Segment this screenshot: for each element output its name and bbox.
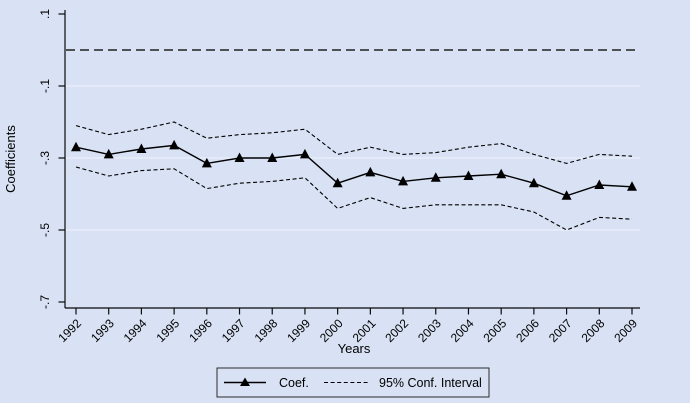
x-axis-title: Years [338, 341, 371, 356]
triangle-marker [594, 179, 605, 189]
triangle-marker [201, 157, 212, 168]
legend-triangle-marker [240, 377, 250, 386]
triangle-marker [169, 139, 180, 150]
legend: Coef. 95% Conf. Interval [216, 367, 490, 398]
y-tick-label: -.7 [38, 295, 52, 309]
triangle-marker [627, 181, 637, 191]
triangle-marker [299, 148, 310, 159]
y-axis-ticks: .1 -.1 -.3 -.5 -.7 [38, 9, 65, 309]
triangle-marker [234, 152, 245, 162]
triangle-marker [528, 177, 539, 188]
ci-lower-line [75, 166, 633, 231]
triangle-marker [463, 170, 474, 180]
triangle-marker [332, 177, 343, 188]
coef-line [75, 144, 633, 197]
legend-label-coef: Coef. [279, 376, 309, 390]
triangle-marker [430, 172, 441, 182]
triangle-marker [71, 141, 81, 152]
triangle-marker [136, 143, 147, 153]
y-tick-label: -.3 [38, 151, 52, 165]
y-gridlines [66, 85, 640, 231]
ci-upper-line [75, 121, 633, 164]
y-axis-title: Coefficients [3, 125, 18, 193]
triangle-marker [365, 166, 376, 177]
triangle-marker [267, 152, 278, 162]
triangle-marker [103, 148, 114, 159]
coef-markers [71, 139, 637, 200]
y-tick-label: .1 [38, 9, 52, 19]
triangle-marker [496, 168, 507, 179]
triangle-marker [561, 190, 572, 200]
y-tick-label: -.5 [38, 223, 52, 237]
triangle-marker [398, 175, 409, 186]
legend-label-ci: 95% Conf. Interval [379, 376, 482, 390]
y-tick-label: -.1 [38, 79, 52, 93]
